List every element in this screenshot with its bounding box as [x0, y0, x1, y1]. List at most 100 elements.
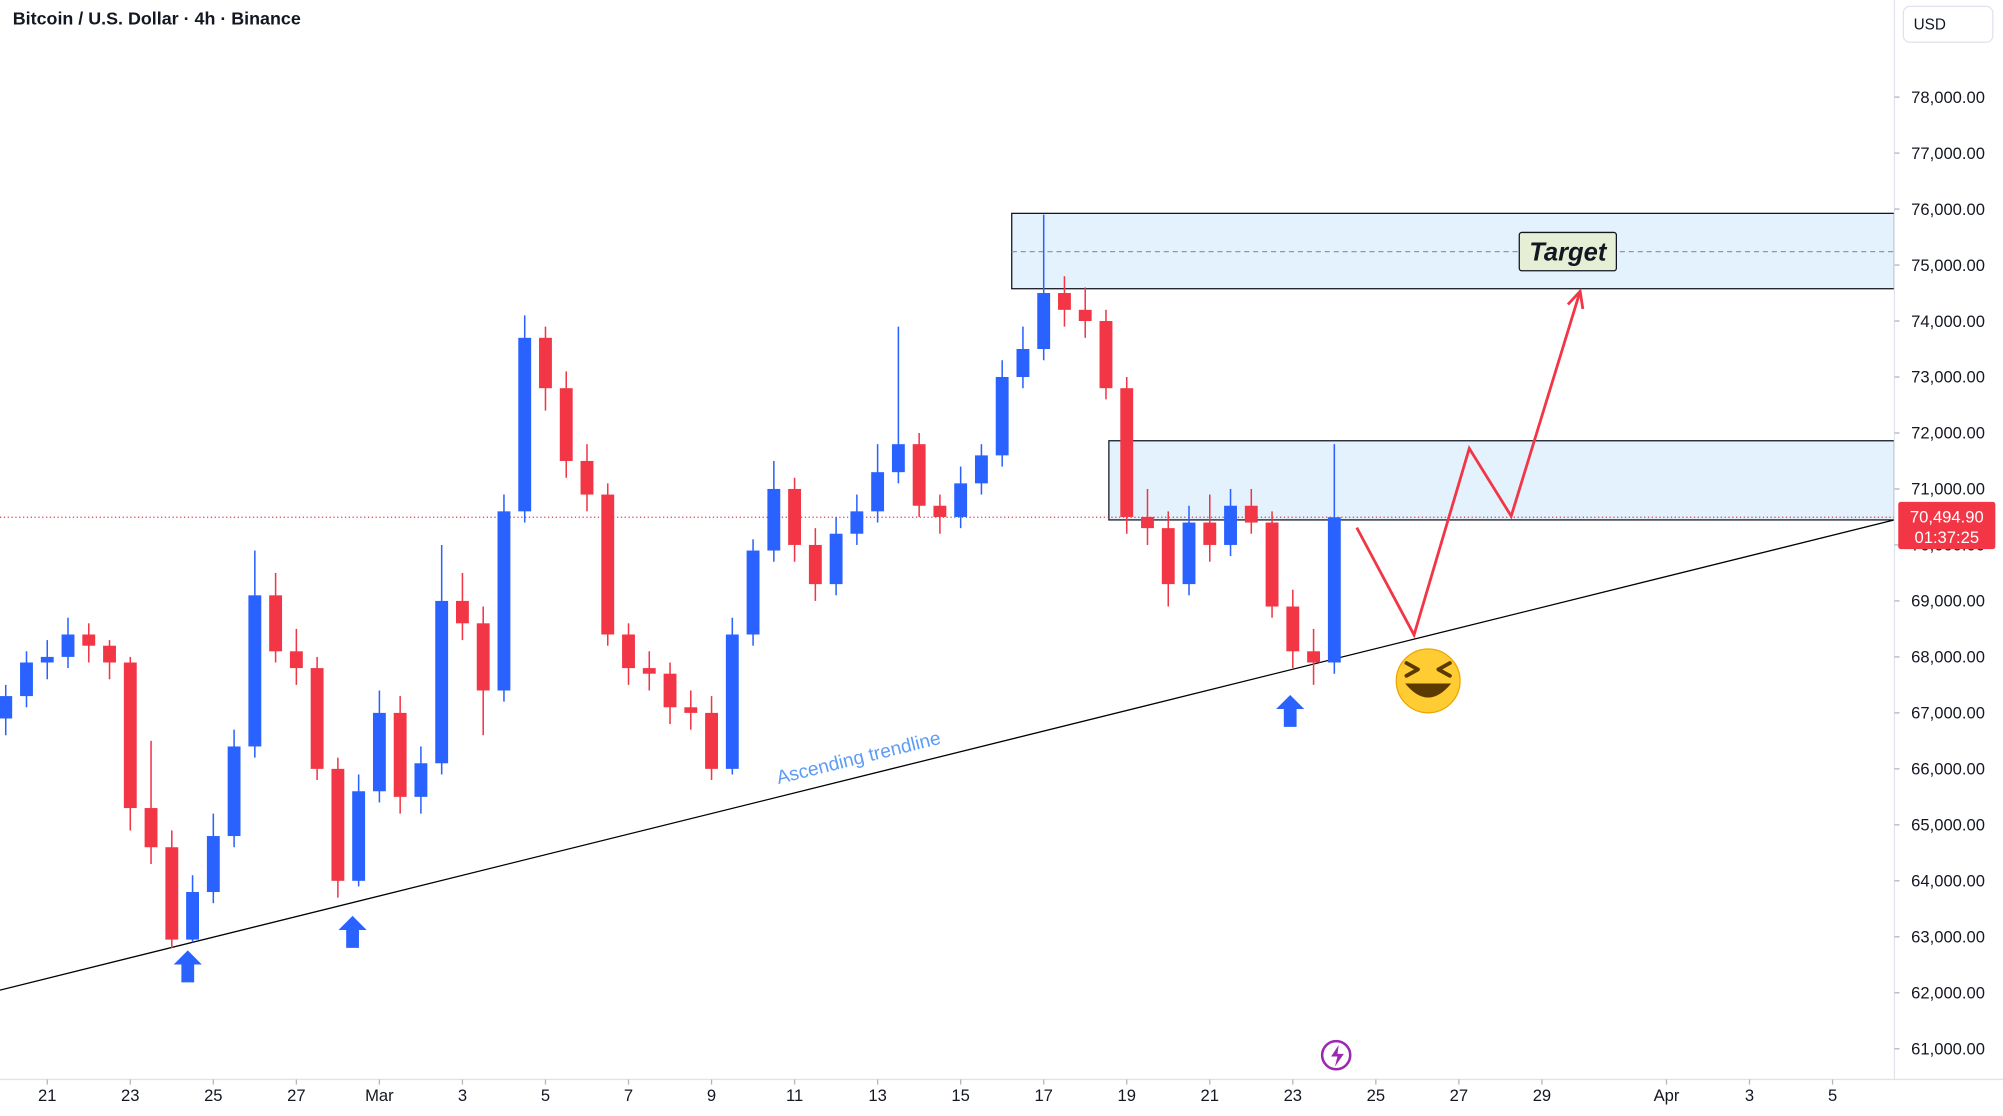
x-tick-label: 19 — [1118, 1086, 1136, 1105]
candle-body — [539, 337, 552, 389]
x-tick-label: 17 — [1034, 1086, 1052, 1105]
zone-label-box — [1518, 231, 1618, 272]
candle-body — [1016, 349, 1030, 377]
x-tick-label: 3 — [458, 1086, 467, 1105]
x-tick-label: 7 — [624, 1086, 633, 1105]
y-tick-label: 67,000.00 — [1911, 704, 1985, 723]
candle-body — [954, 483, 968, 517]
candle-body — [622, 634, 635, 669]
candle-body — [684, 707, 698, 713]
candle-body — [1265, 522, 1279, 607]
candle-body — [289, 651, 303, 669]
candle-body — [1120, 388, 1134, 517]
candle-body — [891, 444, 905, 473]
candle-body — [476, 623, 490, 691]
y-tick-label: 62,000.00 — [1911, 984, 1985, 1003]
candle-body — [871, 472, 885, 512]
x-tick-label: Apr — [1654, 1086, 1680, 1105]
y-tick-label: 73,000.00 — [1911, 368, 1985, 387]
price-axis-panel — [1894, 0, 2003, 1116]
y-tick-label: 68,000.00 — [1911, 648, 1985, 667]
candle-body — [642, 668, 656, 674]
candle-body — [829, 533, 843, 585]
candle-body — [248, 595, 262, 747]
candle-body — [912, 444, 926, 506]
x-tick-label: 23 — [121, 1086, 139, 1105]
currency-label[interactable]: USD — [1914, 16, 1946, 33]
x-tick-label: Mar — [365, 1086, 394, 1105]
candle-body — [0, 696, 13, 719]
candle-body — [1099, 321, 1113, 389]
candle-body — [1327, 517, 1341, 663]
x-tick-label: 15 — [951, 1086, 969, 1105]
candle-body — [559, 388, 573, 461]
candle-body — [705, 712, 718, 769]
candle-body — [20, 662, 33, 697]
candle-body — [393, 712, 407, 797]
y-tick-label: 69,000.00 — [1911, 592, 1985, 611]
y-tick-label: 63,000.00 — [1911, 928, 1985, 947]
candle-body — [372, 712, 386, 792]
candle-body — [186, 892, 199, 940]
candle-body — [206, 836, 220, 893]
zone-label: Target — [1529, 239, 1608, 267]
candle-body — [165, 847, 179, 940]
logo-ring — [1320, 1039, 1352, 1071]
emoji-mouth — [1405, 683, 1452, 698]
zone — [1108, 440, 1896, 521]
candle-body — [61, 634, 75, 657]
y-tick-label: 74,000.00 — [1911, 312, 1985, 331]
candle-body — [1307, 651, 1321, 663]
candle-body — [850, 511, 864, 534]
candle-body — [725, 634, 739, 769]
y-tick-label: 72,000.00 — [1911, 424, 1985, 443]
y-tick-label: 71,000.00 — [1911, 480, 1985, 499]
x-tick-label: 5 — [1828, 1086, 1837, 1105]
x-tick-label: 21 — [1201, 1086, 1219, 1105]
up-arrow — [1276, 694, 1305, 727]
x-tick-label: 25 — [1367, 1086, 1385, 1105]
emoji-face — [1395, 648, 1461, 714]
candle-body — [808, 544, 822, 585]
candle-body — [663, 673, 677, 708]
y-tick-label: 64,000.00 — [1911, 872, 1985, 891]
chart-title: Bitcoin / U.S. Dollar · 4h · Binance — [13, 8, 301, 28]
trendline — [0, 519, 1895, 991]
candle-body — [1203, 522, 1217, 545]
candle-body — [1244, 505, 1258, 523]
y-tick-label: 78,000.00 — [1911, 88, 1985, 107]
candle-body — [1182, 522, 1196, 585]
candle-body — [1037, 293, 1051, 350]
candle-body — [1224, 505, 1237, 545]
brand-logo — [1320, 1039, 1352, 1071]
x-tick-label: 27 — [1450, 1086, 1468, 1105]
last-price-box — [1898, 501, 1996, 550]
candle-body — [1161, 528, 1175, 585]
candle-body — [518, 337, 532, 512]
candle-body — [82, 634, 96, 646]
candle-body — [435, 600, 449, 764]
candle-body — [974, 455, 988, 484]
candle-body — [103, 645, 116, 663]
candle-body — [1141, 516, 1154, 529]
candle-body — [788, 488, 802, 545]
y-tick-label: 66,000.00 — [1911, 760, 1985, 779]
candle-body — [40, 656, 54, 663]
laughing-emoji — [1395, 648, 1461, 714]
candle-body — [601, 494, 615, 635]
x-tick-label: 29 — [1533, 1086, 1551, 1105]
x-tick-label: 5 — [541, 1086, 550, 1105]
candle-body — [1058, 293, 1071, 310]
y-tick-label: 75,000.00 — [1911, 256, 1985, 275]
emoji-eyes — [1404, 661, 1452, 678]
x-tick-label: 13 — [868, 1086, 886, 1105]
candle-body — [1286, 606, 1300, 652]
currency-button[interactable] — [1902, 5, 1994, 43]
x-tick-label: 11 — [786, 1086, 803, 1105]
x-tick-label: 27 — [287, 1086, 305, 1105]
candle-body — [580, 460, 594, 495]
candle-body — [123, 662, 137, 809]
